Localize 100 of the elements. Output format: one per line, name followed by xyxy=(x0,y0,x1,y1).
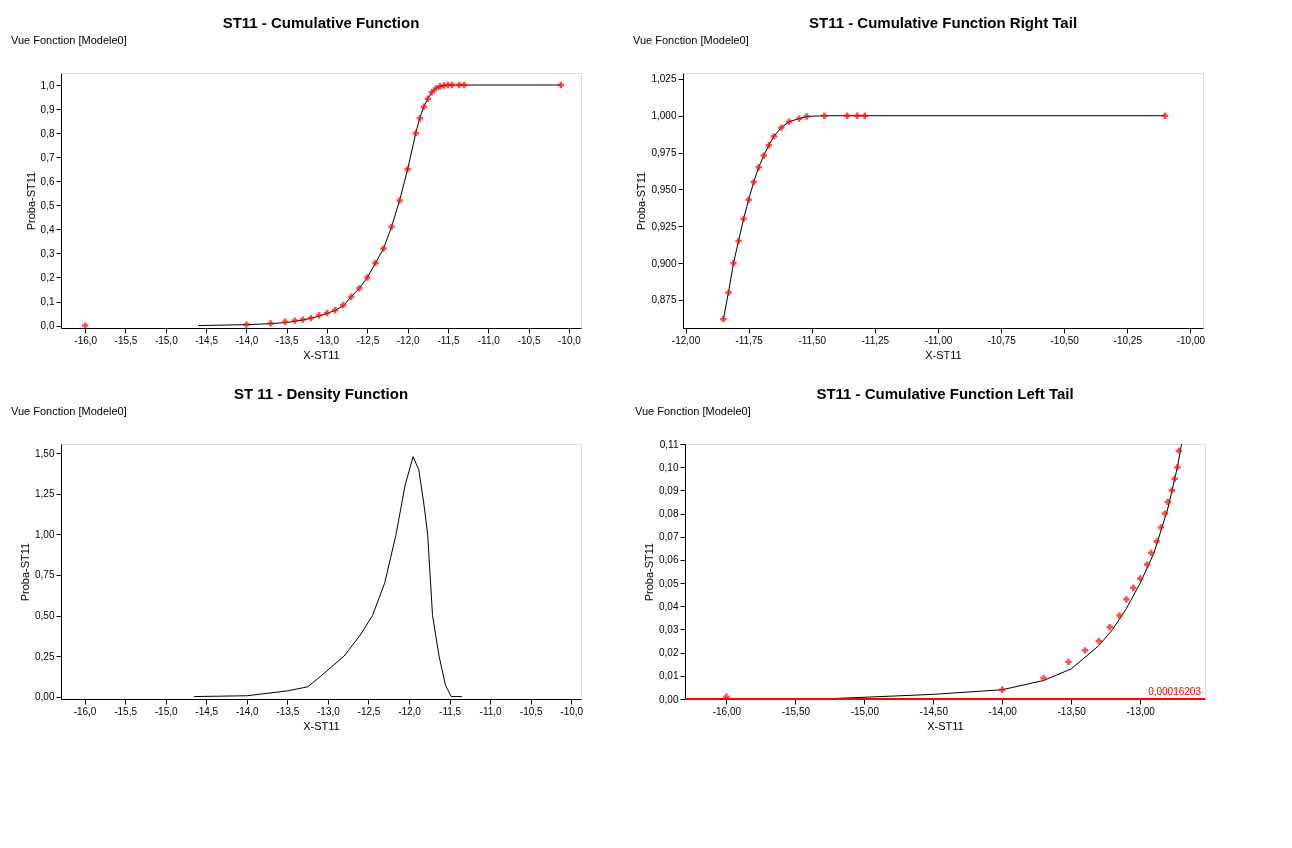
x-tick-label: -15,00 xyxy=(850,705,880,717)
x-axis-title: X-ST11 xyxy=(303,719,340,732)
x-tick-label: -11,5 xyxy=(439,705,462,717)
x-tick-label: -12,5 xyxy=(357,705,381,717)
point xyxy=(420,103,427,110)
point xyxy=(82,322,89,328)
point xyxy=(854,112,861,119)
x-tick-label: -10,5 xyxy=(519,705,544,717)
x-tick-label: -10,75 xyxy=(987,334,1017,346)
y-tick-label: 0,3 xyxy=(40,247,55,259)
y-axis-title: Proba-ST11 xyxy=(635,171,648,231)
point xyxy=(1153,538,1160,545)
x-tick-label: -13,50 xyxy=(1057,705,1087,717)
point xyxy=(424,95,431,102)
x-tick-label: -13,0 xyxy=(316,334,340,346)
chart-title: ST11 - Cumulative Function Left Tail xyxy=(816,385,1074,402)
point xyxy=(785,118,793,125)
x-tick-label: -10,00 xyxy=(1176,334,1206,346)
point xyxy=(291,317,298,324)
x-tick-label: -15,50 xyxy=(781,705,811,717)
x-tick-label: -13,0 xyxy=(317,705,341,717)
x-tick-label: -10,0 xyxy=(560,705,584,717)
point xyxy=(750,178,757,186)
y-tick-label: 0,9 xyxy=(40,103,55,115)
x-tick-label: -14,00 xyxy=(988,705,1018,717)
x-tick-label: -15,0 xyxy=(154,705,178,717)
point xyxy=(348,293,355,300)
y-tick-label: 0,01 xyxy=(659,670,679,682)
point xyxy=(740,215,747,223)
point xyxy=(730,259,737,267)
y-tick-label: 0,2 xyxy=(40,271,55,283)
point xyxy=(267,320,274,327)
point xyxy=(428,89,436,96)
point xyxy=(720,315,727,323)
point xyxy=(1081,647,1089,654)
y-tick-label: 0,06 xyxy=(659,554,679,566)
point xyxy=(1157,524,1165,531)
annotation: 0,00016203 xyxy=(1148,686,1202,697)
point xyxy=(1137,575,1144,582)
y-tick-label: 0,00 xyxy=(659,693,679,705)
y-tick-label: 0,5 xyxy=(40,199,55,211)
point xyxy=(416,115,423,122)
point xyxy=(396,197,403,204)
y-tick-label: 0,75 xyxy=(35,569,55,581)
point xyxy=(1171,475,1178,482)
point xyxy=(770,133,778,140)
point xyxy=(760,152,767,159)
point xyxy=(412,129,419,137)
x-tick-label: -13,5 xyxy=(276,705,300,717)
x-tick-label: -16,00 xyxy=(712,705,742,717)
point xyxy=(364,274,371,281)
point xyxy=(1116,612,1123,619)
point xyxy=(1161,112,1169,119)
y-tick-label: 0,25 xyxy=(35,650,55,662)
y-tick-label: 0,04 xyxy=(659,600,679,612)
y-tick-label: 0,07 xyxy=(659,531,679,543)
text: Vue Fonction [Modele0] xyxy=(635,405,751,417)
point xyxy=(1174,464,1181,471)
line-series xyxy=(193,456,463,698)
y-tick-label: 0,08 xyxy=(659,508,679,520)
x-tick-label: -13,5 xyxy=(275,334,300,346)
x-axis-title: X-ST11 xyxy=(927,719,964,732)
x-tick-label: -10,0 xyxy=(558,334,582,346)
x-tick-label: -14,0 xyxy=(235,705,260,717)
y-tick-label: 0,02 xyxy=(659,647,679,659)
point xyxy=(1161,510,1169,517)
x-tick-label: -11,00 xyxy=(924,334,953,346)
y-tick-label: 0,6 xyxy=(40,175,55,187)
point xyxy=(1130,584,1137,591)
x-tick-label: -16,0 xyxy=(73,705,97,717)
x-tick-label: -14,50 xyxy=(919,705,949,717)
point xyxy=(1164,498,1171,506)
x-tick-label: -14,5 xyxy=(195,705,219,717)
y-tick-label: 0,11 xyxy=(659,438,679,450)
x-tick-label: -12,00 xyxy=(671,334,701,346)
x-tick-label: -16,0 xyxy=(74,334,98,346)
point xyxy=(723,693,730,699)
point xyxy=(380,245,387,252)
y-tick-label: 0,00 xyxy=(35,691,55,703)
y-tick-label: 0,8 xyxy=(40,127,55,139)
point xyxy=(1065,658,1072,666)
y-tick-label: 0,10 xyxy=(659,461,679,473)
text: Vue Fonction [Modele0] xyxy=(11,405,127,417)
text: Vue Fonction [Modele0] xyxy=(633,34,749,46)
x-tick-label: -11,5 xyxy=(437,334,460,346)
point xyxy=(1168,487,1176,494)
x-tick-label: -14,0 xyxy=(235,334,259,346)
x-tick-label: -13,00 xyxy=(1126,705,1156,717)
point xyxy=(388,223,395,231)
x-axis-title: X-ST11 xyxy=(925,348,962,361)
y-axis-title: Proba-ST11 xyxy=(19,542,32,602)
x-tick-label: -14,5 xyxy=(195,334,219,346)
point xyxy=(755,164,762,171)
y-tick-label: 0,900 xyxy=(651,257,677,269)
x-tick-label: -12,0 xyxy=(396,334,420,346)
point xyxy=(778,124,785,131)
y-axis-title: Proba-ST11 xyxy=(24,171,37,231)
point xyxy=(821,112,828,119)
y-tick-label: 0,875 xyxy=(651,294,677,306)
point xyxy=(803,113,810,120)
